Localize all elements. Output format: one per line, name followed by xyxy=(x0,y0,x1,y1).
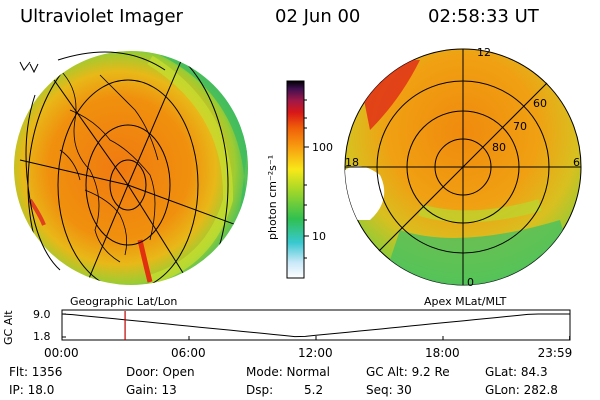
date-label: 02 Jun 00 xyxy=(275,6,361,27)
timeline-xtick-label: 23:59 xyxy=(537,346,573,360)
ip-value: IP: 18.0 xyxy=(9,383,55,397)
mlt-label-18: 18 xyxy=(345,156,359,169)
timeline-ylabel: GC Alt xyxy=(2,310,15,345)
gc-altitude: GC Alt: 9.2 Re xyxy=(366,365,450,379)
colorbar xyxy=(286,80,309,279)
left-lat-lon-grid xyxy=(19,51,248,285)
logo-mark xyxy=(19,61,39,74)
geographic-longitude: GLon: 282.8 xyxy=(485,383,558,397)
altitude-curve xyxy=(61,313,570,338)
mlt-label-12: 12 xyxy=(477,46,491,59)
timeline-xtick-label: 18:00 xyxy=(425,346,460,360)
timeline-ytick-max: 9.0 xyxy=(33,308,51,321)
sequence-number: Seq: 30 xyxy=(366,383,412,397)
flight-number: Flt: 1356 xyxy=(9,365,63,379)
timeline-plot xyxy=(61,309,571,341)
mlat-label-70: 70 xyxy=(513,120,527,133)
dsp-value: 5.2 xyxy=(304,383,324,397)
timeline-ytick-min: 1.8 xyxy=(33,330,51,343)
right-image-panel xyxy=(344,48,582,286)
geographic-latitude: GLat: 84.3 xyxy=(485,365,548,379)
right-mlat-grid xyxy=(345,49,581,285)
gain-value: Gain: 13 xyxy=(126,383,177,397)
mode-value: Mode: Normal xyxy=(246,365,330,379)
mlt-label-6: 6 xyxy=(573,156,580,169)
door-status: Door: Open xyxy=(126,365,195,379)
timeline-xtick-label: 06:00 xyxy=(171,346,206,360)
timeline-xtick-label: 12:00 xyxy=(298,346,333,360)
apex-projection-label: Apex MLat/MLT xyxy=(424,295,507,308)
instrument-title: Ultraviolet Imager xyxy=(20,6,183,27)
mlat-label-80: 80 xyxy=(492,141,506,154)
mlt-label-0: 0 xyxy=(467,276,474,289)
mlat-label-60: 60 xyxy=(533,97,547,110)
colorbar-unit-label: photon cm⁻²s⁻¹ xyxy=(266,154,279,240)
timeline-xtick-label: 00:00 xyxy=(44,346,79,360)
left-image-disk xyxy=(14,51,248,285)
left-image-panel xyxy=(14,51,248,285)
time-label: 02:58:33 UT xyxy=(428,6,539,27)
colorbar-tick-10: 10 xyxy=(312,230,326,243)
geographic-projection-label: Geographic Lat/Lon xyxy=(70,295,178,308)
colorbar-tick-100: 100 xyxy=(312,141,333,154)
dsp-label: Dsp: xyxy=(246,383,274,397)
